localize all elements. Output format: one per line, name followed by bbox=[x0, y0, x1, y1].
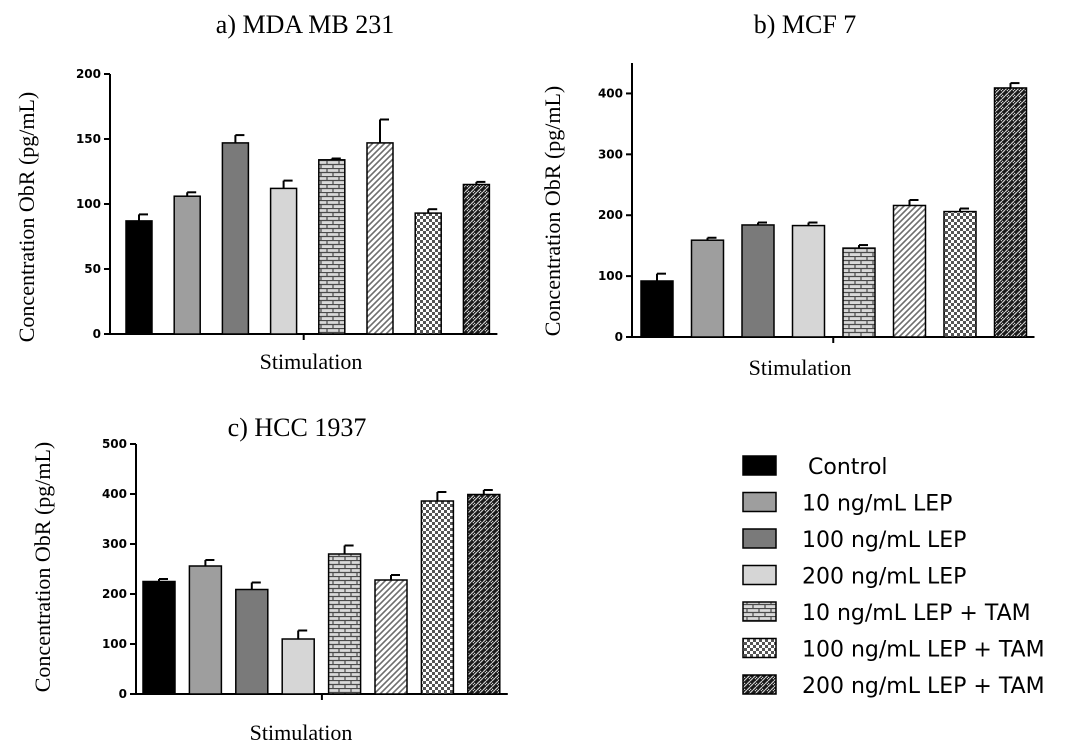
chart-c: c) HCC 1937 Concentration ObR (pg/mL) St… bbox=[30, 413, 508, 744]
y-tick-label: 400 bbox=[102, 487, 127, 501]
y-tick-label: 0 bbox=[615, 330, 623, 344]
legend-swatch bbox=[742, 455, 777, 476]
y-axis-label: Concentration ObR (pg/mL) bbox=[540, 86, 565, 337]
x-axis-label: Stimulation bbox=[250, 720, 353, 744]
chart-title: b) MCF 7 bbox=[754, 10, 857, 39]
bar bbox=[366, 142, 394, 335]
legend-label: 10 ng/mL LEP bbox=[802, 492, 952, 517]
y-tick-label: 300 bbox=[102, 537, 127, 551]
plot-area: 0 100 200 300 400 500 bbox=[102, 437, 508, 701]
bar bbox=[420, 500, 455, 695]
bar bbox=[327, 553, 362, 695]
chart-b: b) MCF 7 Concentration ObR (pg/mL) Stimu… bbox=[540, 10, 1035, 380]
chart-title: c) HCC 1937 bbox=[228, 413, 367, 442]
legend-swatch bbox=[742, 491, 777, 513]
bar bbox=[374, 579, 408, 695]
bar bbox=[142, 580, 176, 695]
bar bbox=[188, 565, 223, 695]
legend-label: 200 ng/mL LEP + TAM bbox=[802, 674, 1045, 699]
legend: Control 10 ng/mL LEP 100 ng/mL LEP 200 ng/m… bbox=[742, 455, 1045, 699]
bar bbox=[318, 159, 346, 335]
bar bbox=[125, 220, 153, 335]
bar bbox=[414, 212, 442, 335]
legend-swatch bbox=[742, 528, 777, 549]
bar bbox=[690, 239, 725, 338]
y-tick-label: 150 bbox=[76, 132, 101, 146]
y-tick-label: 50 bbox=[84, 262, 101, 276]
bar bbox=[892, 204, 927, 338]
bar bbox=[993, 87, 1028, 338]
legend-swatch bbox=[742, 601, 777, 622]
y-axis-label: Concentration ObR (pg/mL) bbox=[14, 92, 39, 343]
y-tick-label: 100 bbox=[598, 269, 623, 283]
legend-swatch bbox=[742, 564, 777, 586]
bar bbox=[221, 142, 250, 335]
y-axis-label: Concentration ObR (pg/mL) bbox=[30, 442, 55, 693]
chart-a: a) MDA MB 231 Concentration ObR (pg/mL) … bbox=[14, 10, 498, 374]
bar bbox=[842, 247, 876, 338]
bar bbox=[269, 187, 298, 335]
legend-label: 200 ng/mL LEP bbox=[802, 565, 966, 590]
x-axis-label: Stimulation bbox=[749, 355, 852, 380]
legend-label: 100 ng/mL LEP bbox=[802, 528, 966, 553]
chart-title: a) MDA MB 231 bbox=[216, 10, 394, 39]
legend-label: Control bbox=[808, 455, 888, 480]
y-tick-label: 200 bbox=[598, 208, 623, 222]
plot-area: 0 100 200 300 400 bbox=[598, 63, 1035, 344]
plot-area: 0 50 100 150 200 bbox=[76, 67, 498, 341]
x-axis-label: Stimulation bbox=[260, 349, 363, 374]
legend-label: 10 ng/mL LEP + TAM bbox=[802, 601, 1031, 626]
y-tick-label: 0 bbox=[93, 327, 101, 341]
y-tick-label: 300 bbox=[598, 147, 623, 161]
bar bbox=[173, 195, 201, 335]
bar bbox=[640, 280, 674, 338]
legend-swatch bbox=[742, 637, 777, 659]
bar bbox=[791, 224, 826, 338]
legend-swatch bbox=[742, 674, 777, 695]
bar bbox=[943, 210, 977, 338]
y-tick-label: 0 bbox=[119, 687, 127, 701]
bar bbox=[467, 493, 501, 695]
y-tick-label: 100 bbox=[102, 637, 127, 651]
bar bbox=[281, 638, 315, 695]
y-tick-label: 400 bbox=[598, 86, 623, 100]
y-tick-label: 200 bbox=[76, 67, 101, 81]
y-tick-label: 100 bbox=[76, 197, 101, 211]
bar bbox=[462, 183, 491, 335]
y-tick-label: 200 bbox=[102, 587, 127, 601]
y-tick-label: 500 bbox=[102, 437, 127, 451]
legend-label: 100 ng/mL LEP + TAM bbox=[802, 638, 1045, 663]
bar bbox=[235, 588, 269, 695]
bar bbox=[741, 224, 775, 338]
